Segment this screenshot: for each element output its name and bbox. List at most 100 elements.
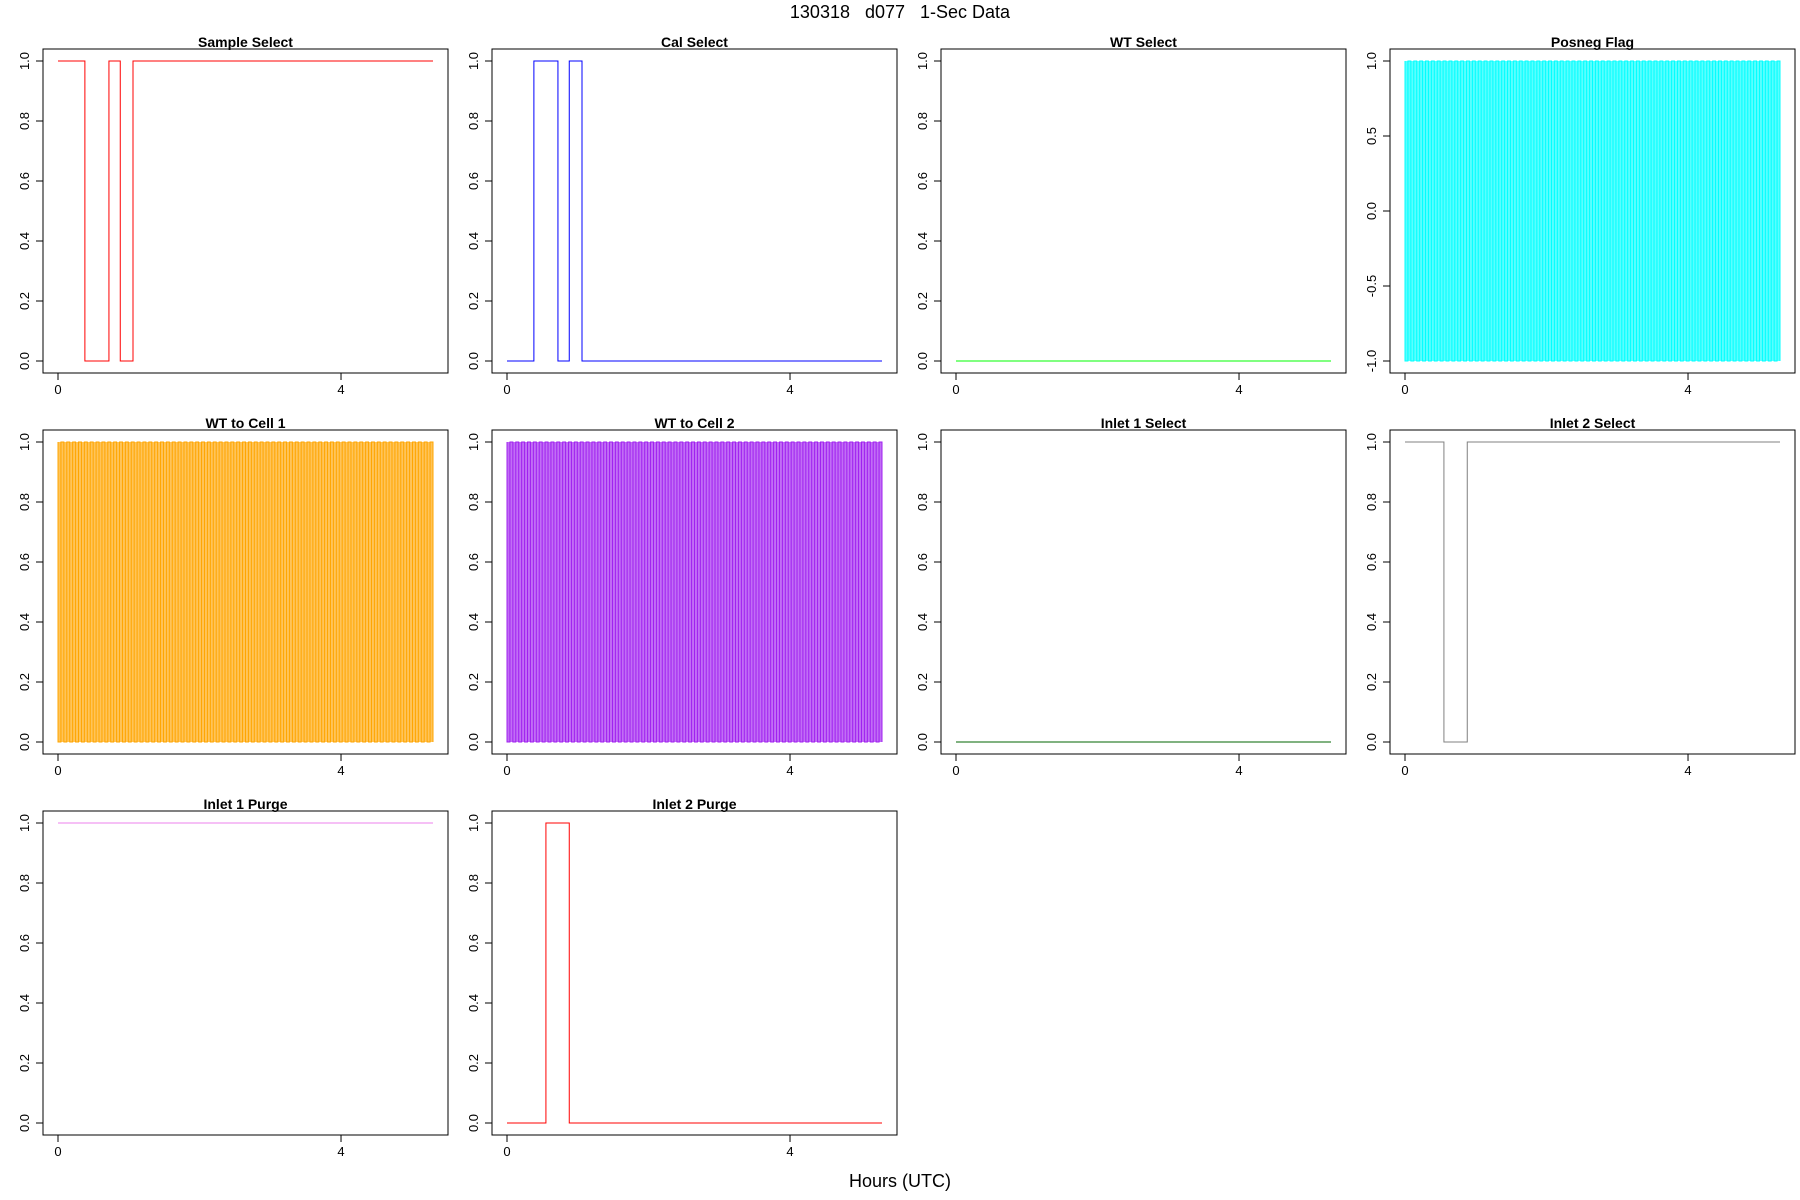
- y-tick-label: 0.4: [17, 232, 32, 250]
- y-tick-label: 0.6: [915, 553, 930, 571]
- y-tick-label: 0.8: [466, 493, 481, 511]
- y-tick-label: 0.6: [17, 553, 32, 571]
- y-tick-label: 0.6: [466, 934, 481, 952]
- panel-title: Cal Select: [661, 34, 728, 50]
- y-tick-label: 0.8: [915, 112, 930, 130]
- panel-title: Inlet 1 Select: [1101, 415, 1187, 431]
- y-tick-label: 0.2: [466, 1054, 481, 1072]
- panel-4: Posneg Flag 0 4 -1.0 -0.5 0.0 0.5 1.0: [1364, 34, 1796, 397]
- plot-frame: [491, 48, 898, 374]
- y-tick-label: 0.6: [915, 172, 930, 190]
- y-tick-label: 1.0: [17, 52, 32, 70]
- panel-9: Inlet 1 Purge 0 4 0.0 0.2 0.4 0.6 0.8 1.0: [17, 796, 449, 1159]
- x-tick-label: 0: [1401, 763, 1408, 778]
- y-tick-label: -0.5: [1364, 275, 1379, 297]
- x-tick-label: 0: [503, 382, 510, 397]
- x-tick-label: 4: [786, 382, 793, 397]
- plot-frame: [1389, 429, 1796, 755]
- panel-1: Sample Select 0 4 0.0 0.2 0.4 0.6 0.8 1.0: [17, 34, 449, 397]
- x-tick-label: 4: [337, 382, 344, 397]
- y-tick-label: 0.8: [1364, 493, 1379, 511]
- y-tick-label: 0.2: [17, 673, 32, 691]
- panel-2: Cal Select 0 4 0.0 0.2 0.4 0.6 0.8 1.0: [466, 34, 898, 397]
- y-tick-label: 0.0: [915, 352, 930, 370]
- y-tick-label: 0.0: [466, 352, 481, 370]
- series-line: [507, 60, 882, 362]
- series-line: [58, 60, 433, 362]
- x-tick-label: 0: [1401, 382, 1408, 397]
- series-line: [1404, 60, 1781, 362]
- panel-title: Sample Select: [198, 34, 293, 50]
- x-tick-label: 4: [786, 763, 793, 778]
- y-tick-label: 1.0: [17, 814, 32, 832]
- plot-frame: [491, 429, 898, 755]
- y-tick-label: 0.0: [915, 733, 930, 751]
- y-tick-label: 0.2: [915, 673, 930, 691]
- x-tick-label: 0: [54, 763, 61, 778]
- panel-7: Inlet 1 Select 0 4 0.0 0.2 0.4 0.6 0.8 1.0: [915, 415, 1347, 778]
- y-tick-label: 0.4: [466, 613, 481, 631]
- series-line: [57, 441, 434, 743]
- y-tick-label: 0.6: [466, 553, 481, 571]
- x-tick-label: 4: [337, 763, 344, 778]
- y-tick-label: 0.6: [1364, 553, 1379, 571]
- y-tick-label: 1.0: [466, 433, 481, 451]
- y-tick-label: 0.2: [17, 1054, 32, 1072]
- y-tick-label: 0.4: [466, 232, 481, 250]
- y-tick-label: 0.0: [1364, 202, 1379, 220]
- x-tick-label: 4: [1684, 763, 1691, 778]
- x-tick-label: 4: [337, 1144, 344, 1159]
- y-tick-label: 0.8: [17, 112, 32, 130]
- y-tick-label: 0.6: [466, 172, 481, 190]
- x-tick-label: 0: [503, 1144, 510, 1159]
- y-tick-label: 0.8: [466, 112, 481, 130]
- panel-title: Inlet 1 Purge: [203, 796, 287, 812]
- x-tick-label: 0: [952, 763, 959, 778]
- y-tick-label: 1.0: [466, 814, 481, 832]
- panel-title: WT to Cell 1: [205, 415, 285, 431]
- y-tick-label: 0.2: [1364, 673, 1379, 691]
- y-tick-label: 0.0: [17, 733, 32, 751]
- panel-title: Inlet 2 Select: [1550, 415, 1636, 431]
- plot-frame: [42, 810, 449, 1136]
- y-tick-label: 0.8: [915, 493, 930, 511]
- x-tick-label: 0: [952, 382, 959, 397]
- panel-8: Inlet 2 Select 0 4 0.0 0.2 0.4 0.6 0.8 1.0: [1364, 415, 1796, 778]
- panel-5: WT to Cell 1 0 4 0.0 0.2 0.4 0.6 0.8 1.0: [17, 415, 449, 778]
- y-tick-label: 0.4: [915, 613, 930, 631]
- panel-6: WT to Cell 2 0 4 0.0 0.2 0.4 0.6 0.8 1.0: [466, 415, 898, 778]
- y-tick-label: 0.4: [17, 994, 32, 1012]
- series-line: [507, 822, 882, 1124]
- y-tick-label: 0.4: [466, 994, 481, 1012]
- panel-title: WT to Cell 2: [654, 415, 734, 431]
- plot-frame: [42, 429, 449, 755]
- y-tick-label: 1.0: [1364, 52, 1379, 70]
- y-tick-label: 1.0: [915, 433, 930, 451]
- panel-title: Posneg Flag: [1551, 34, 1634, 50]
- y-tick-label: 0.0: [466, 733, 481, 751]
- figure-title: 130318 d077 1-Sec Data: [789, 2, 1011, 22]
- y-tick-label: 0.0: [17, 352, 32, 370]
- series-line: [506, 441, 883, 743]
- y-tick-label: 0.4: [915, 232, 930, 250]
- panel-3: WT Select 0 4 0.0 0.2 0.4 0.6 0.8 1.0: [915, 34, 1347, 397]
- panel-10: Inlet 2 Purge 0 4 0.0 0.2 0.4 0.6 0.8 1.0: [466, 796, 898, 1159]
- series-line: [1405, 441, 1780, 743]
- y-tick-label: 0.2: [915, 292, 930, 310]
- y-tick-label: 1.0: [1364, 433, 1379, 451]
- plot-frame: [940, 48, 1347, 374]
- y-tick-label: 0.4: [1364, 613, 1379, 631]
- y-tick-label: 0.6: [17, 934, 32, 952]
- y-tick-label: 0.4: [17, 613, 32, 631]
- y-tick-label: -1.0: [1364, 350, 1379, 372]
- x-tick-label: 4: [1235, 763, 1242, 778]
- y-tick-label: 1.0: [466, 52, 481, 70]
- panel-title: Inlet 2 Purge: [652, 796, 736, 812]
- y-tick-label: 0.5: [1364, 127, 1379, 145]
- y-tick-label: 0.2: [466, 673, 481, 691]
- x-tick-label: 0: [54, 382, 61, 397]
- panel-title: WT Select: [1110, 34, 1177, 50]
- plot-frame: [491, 810, 898, 1136]
- plot-frame: [42, 48, 449, 374]
